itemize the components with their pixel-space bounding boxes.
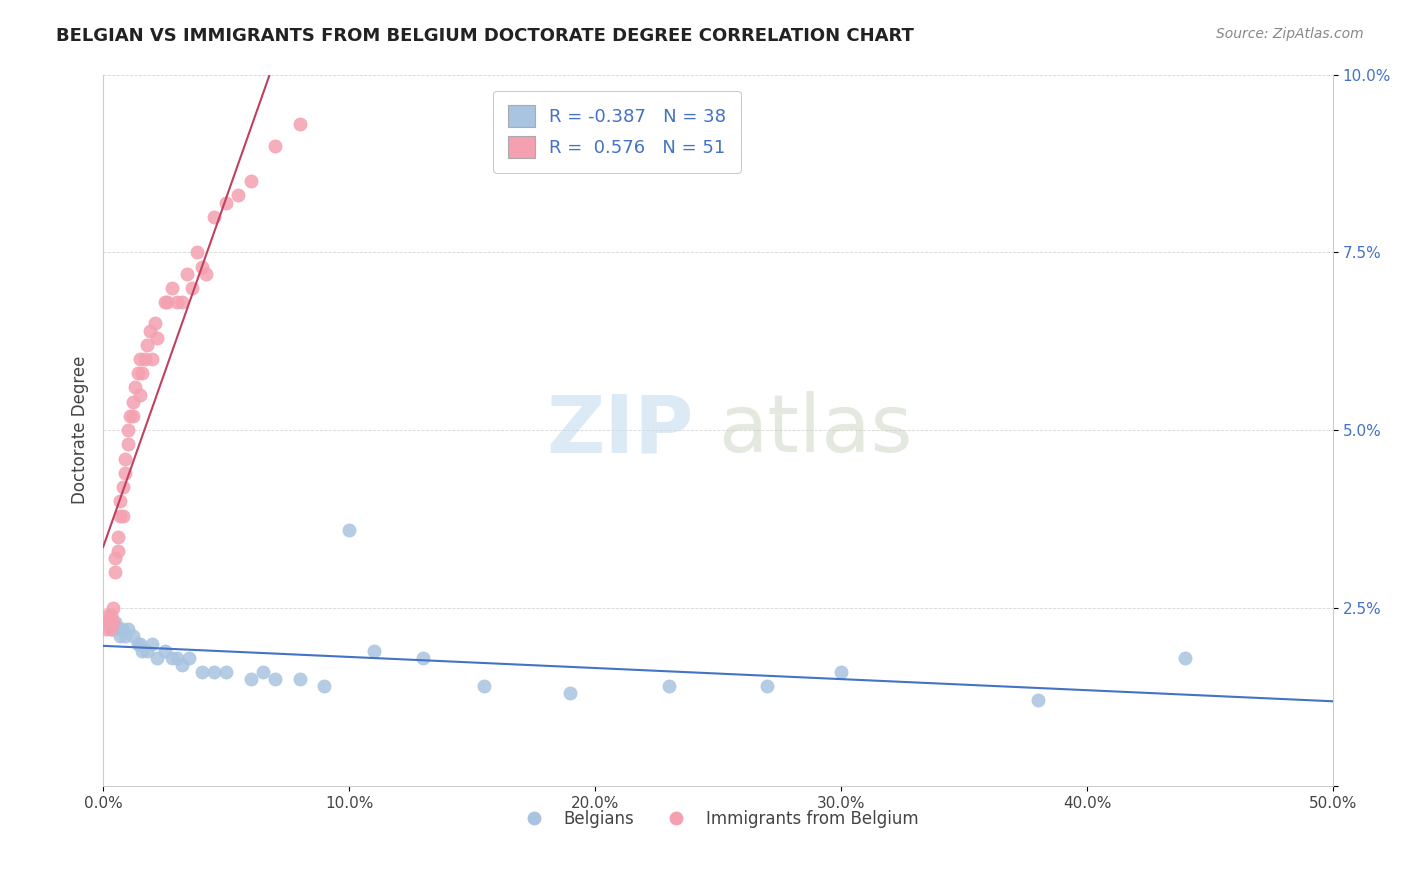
Point <box>107 544 129 558</box>
Point <box>239 672 262 686</box>
Point <box>141 636 163 650</box>
Point <box>314 679 336 693</box>
Point <box>153 643 176 657</box>
Point <box>190 665 212 679</box>
Point <box>121 409 143 423</box>
Point <box>127 636 149 650</box>
Point <box>176 267 198 281</box>
Point <box>97 615 120 630</box>
Point <box>136 643 159 657</box>
Point <box>1174 650 1197 665</box>
Text: BELGIAN VS IMMIGRANTS FROM BELGIUM DOCTORATE DEGREE CORRELATION CHART: BELGIAN VS IMMIGRANTS FROM BELGIUM DOCTO… <box>56 27 914 45</box>
Point <box>363 643 385 657</box>
Point <box>121 394 143 409</box>
Point <box>156 295 179 310</box>
Legend: Belgians, Immigrants from Belgium: Belgians, Immigrants from Belgium <box>510 803 925 834</box>
Point <box>146 331 169 345</box>
Point <box>124 380 146 394</box>
Point <box>215 195 238 210</box>
Point <box>160 281 183 295</box>
Point <box>129 351 152 366</box>
Point <box>100 615 122 630</box>
Point <box>129 636 152 650</box>
Point <box>110 629 132 643</box>
Point <box>101 623 124 637</box>
Point <box>202 210 225 224</box>
Point <box>141 351 163 366</box>
Point <box>134 351 156 366</box>
Point <box>153 295 176 310</box>
Point <box>190 260 212 274</box>
Point <box>146 650 169 665</box>
Point <box>114 466 136 480</box>
Point <box>166 295 188 310</box>
Point <box>239 174 262 188</box>
Point <box>131 643 153 657</box>
Text: Source: ZipAtlas.com: Source: ZipAtlas.com <box>1216 27 1364 41</box>
Text: atlas: atlas <box>718 392 912 469</box>
Point <box>104 615 127 630</box>
Point <box>104 566 127 580</box>
Point <box>104 551 127 566</box>
Point <box>139 324 162 338</box>
Point <box>412 650 434 665</box>
Point <box>170 295 193 310</box>
Point <box>110 494 132 508</box>
Point <box>166 650 188 665</box>
Point <box>107 623 129 637</box>
Point <box>288 117 311 131</box>
Point <box>94 615 117 630</box>
Point <box>117 623 139 637</box>
Point <box>100 608 122 623</box>
Point <box>180 281 202 295</box>
Point <box>129 387 152 401</box>
Point <box>136 338 159 352</box>
Point <box>195 267 218 281</box>
Point <box>117 423 139 437</box>
Point <box>121 629 143 643</box>
Point <box>337 523 360 537</box>
Point <box>215 665 238 679</box>
Point <box>658 679 681 693</box>
Point <box>472 679 495 693</box>
Point <box>111 508 134 523</box>
Text: ZIP: ZIP <box>546 392 693 469</box>
Point <box>830 665 852 679</box>
Point <box>120 409 142 423</box>
Point <box>264 138 287 153</box>
Point <box>252 665 274 679</box>
Point <box>756 679 779 693</box>
Point <box>160 650 183 665</box>
Point <box>114 451 136 466</box>
Point <box>94 623 117 637</box>
Point <box>100 623 122 637</box>
Point <box>111 480 134 494</box>
Point <box>228 188 250 202</box>
Point <box>97 608 120 623</box>
Point <box>110 508 132 523</box>
Y-axis label: Doctorate Degree: Doctorate Degree <box>72 356 89 504</box>
Point <box>107 530 129 544</box>
Point <box>100 623 122 637</box>
Point <box>127 366 149 380</box>
Point <box>101 615 124 630</box>
Point <box>143 317 166 331</box>
Point <box>179 650 201 665</box>
Point <box>560 686 582 700</box>
Point <box>101 601 124 615</box>
Point <box>131 366 153 380</box>
Point <box>288 672 311 686</box>
Point <box>1026 693 1049 707</box>
Point <box>186 245 208 260</box>
Point <box>111 623 134 637</box>
Point <box>114 629 136 643</box>
Point <box>117 437 139 451</box>
Point <box>264 672 287 686</box>
Point <box>170 657 193 672</box>
Point <box>202 665 225 679</box>
